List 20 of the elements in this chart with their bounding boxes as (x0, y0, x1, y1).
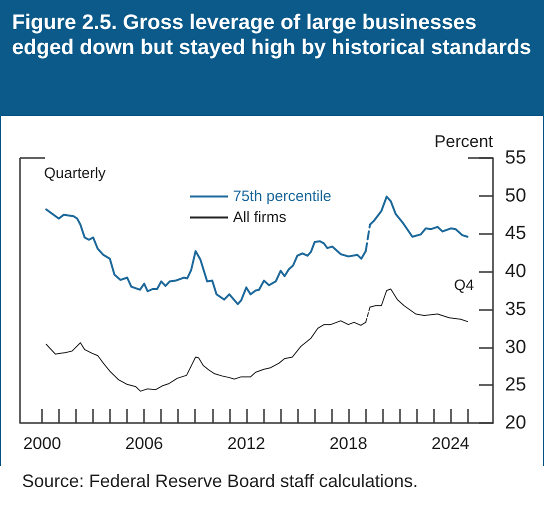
annotation: Q4 (454, 277, 474, 294)
x-tick-label: 2012 (227, 434, 266, 453)
legend-label: All firms (233, 209, 286, 226)
x-tick-label: 2018 (329, 434, 368, 453)
y-tick-label: 55 (505, 148, 526, 168)
x-tick-label: 2006 (125, 434, 164, 453)
y-tick-label: 20 (505, 412, 526, 434)
x-tick-label: 2000 (23, 434, 62, 453)
y-tick-label: 35 (505, 298, 526, 320)
x-tick-label: 2024 (432, 434, 470, 453)
y-tick-label: 50 (505, 185, 526, 206)
y-tick-label: 30 (505, 336, 526, 358)
annotation: Quarterly (44, 165, 106, 182)
y-tick-label: 40 (505, 261, 526, 282)
legend-label: 75th percentile (233, 188, 332, 205)
y-tick-label: 45 (505, 223, 526, 244)
source-note: Source: Federal Reserve Board staff calculations. (22, 470, 419, 492)
chart-title: Figure 2.5. Gross leverage of large businesses edged down but stayed high by historical standards (0, 0, 544, 116)
y-tick-label: 25 (505, 374, 526, 396)
y-axis-title: Percent (434, 132, 494, 151)
